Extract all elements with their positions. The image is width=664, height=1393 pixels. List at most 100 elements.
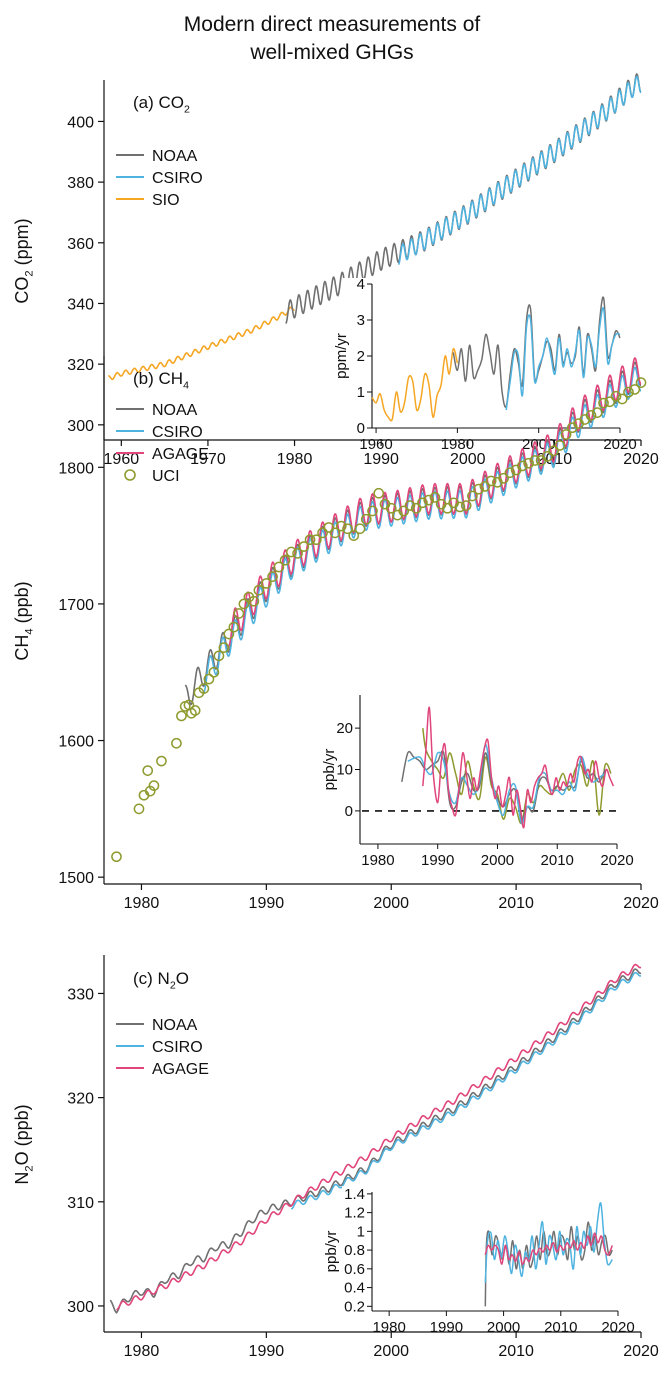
data-point-uci	[598, 397, 609, 409]
y-tick-label: 1500	[58, 870, 94, 887]
data-point-uci	[504, 467, 516, 479]
data-point-uci	[373, 487, 385, 499]
data-point-uci	[218, 642, 230, 653]
figure-title-line-2: well-mixed GHGs	[250, 41, 414, 64]
series-line-agage	[116, 963, 642, 1311]
data-point-uci	[189, 705, 201, 716]
y-tick-label: 1800	[58, 460, 94, 477]
series-line-agage	[228, 357, 642, 647]
inset-y-axis-label: ppm/yr	[333, 333, 350, 379]
data-point-uci	[442, 502, 453, 514]
x-tick-label: 2000	[373, 895, 409, 912]
inset-x-tick-label: 1990	[430, 1319, 463, 1336]
data-point-uci	[208, 666, 220, 678]
data-point-uci	[213, 650, 225, 662]
inset-x-tick-label: 1990	[421, 852, 454, 869]
x-tick-label: 1980	[124, 895, 160, 912]
data-point-uci	[285, 546, 297, 558]
panel-label: (c) N2O	[133, 969, 189, 991]
inset-y-tick-label: 0	[345, 803, 353, 820]
data-point-uci	[238, 598, 250, 610]
series-line-csiro	[397, 75, 642, 266]
data-point-uci	[591, 407, 603, 418]
y-tick-label: 340	[67, 296, 94, 313]
data-point-uci	[473, 483, 485, 495]
y-tick-label: 1600	[58, 734, 94, 751]
x-tick-label: 1990	[249, 895, 285, 912]
y-tick-label: 380	[67, 175, 94, 192]
legend-label-csiro: CSIRO	[152, 1039, 203, 1056]
data-point-uci	[348, 530, 360, 541]
inset-x-tick-label: 2010	[544, 1319, 577, 1336]
data-point-uci	[529, 455, 541, 466]
data-point-uci	[248, 595, 260, 607]
legend-label-sio: SIO	[152, 192, 180, 209]
inset-y-tick-label: 10	[336, 762, 353, 779]
legend-label-noaa: NOAA	[152, 148, 198, 165]
data-point-uci	[335, 520, 347, 532]
data-point-uci	[223, 628, 235, 640]
inset-x-tick-label: 2020	[603, 436, 636, 453]
data-point-uci	[144, 785, 156, 797]
data-point-uci	[629, 384, 641, 395]
data-point-uci	[267, 571, 278, 582]
inset-x-tick-label: 1980	[441, 436, 474, 453]
inset-y-tick-label: 20	[336, 720, 353, 737]
data-point-uci	[133, 803, 145, 815]
data-point-uci	[635, 377, 647, 388]
data-point-uci	[203, 673, 215, 685]
data-point-uci	[604, 396, 616, 408]
data-point-uci	[498, 472, 509, 484]
inset-x-tick-label: 1980	[372, 1319, 405, 1336]
data-point-uci	[454, 501, 466, 513]
data-point-uci	[323, 522, 335, 533]
inset-y-tick-label: 0.2	[344, 1298, 365, 1315]
data-point-uci	[329, 527, 341, 539]
x-tick-label: 1980	[277, 451, 313, 468]
data-point-uci	[485, 475, 497, 487]
y-tick-label: 330	[67, 986, 94, 1003]
x-tick-label: 1990	[363, 451, 399, 468]
inset-y-tick-label: 1	[357, 1223, 365, 1240]
data-point-uci	[176, 710, 187, 722]
data-point-uci	[417, 497, 428, 509]
data-point-uci	[228, 621, 240, 633]
series-line-sio	[108, 306, 295, 381]
data-point-uci	[398, 505, 410, 517]
y-axis-label: CH4 (ppb)	[12, 581, 36, 660]
x-tick-label: 2020	[623, 895, 659, 912]
inset-n2o: 0.20.4 0.6 0.8 11.2 1.4 1980 1990 2000 2010 2020 p…	[323, 1186, 635, 1336]
y-axis-label: CO2 (ppm)	[12, 218, 36, 303]
data-point-uci	[560, 429, 572, 440]
x-tick-label: 1980	[124, 1343, 160, 1360]
inset-y-tick-label: 3	[357, 312, 365, 329]
data-point-uci	[423, 494, 435, 506]
inset-series-line-csiro	[505, 307, 621, 411]
data-point-uci	[616, 393, 628, 405]
data-point-uci	[304, 534, 316, 546]
data-point-uci	[541, 451, 553, 462]
data-point-uci	[548, 445, 559, 457]
inset-x-tick-label: 2020	[600, 852, 633, 869]
data-point-uci	[404, 500, 416, 511]
x-tick-label: 2010	[498, 895, 534, 912]
data-point-uci	[233, 608, 245, 619]
y-tick-label: 320	[67, 357, 94, 374]
x-tick-label: 1990	[249, 1343, 285, 1360]
legend-label-noaa: NOAA	[152, 1017, 198, 1034]
inset-y-tick-label: 1	[357, 384, 365, 401]
data-point-uci	[429, 492, 441, 503]
data-point-uci	[342, 523, 353, 535]
data-point-uci	[198, 683, 210, 694]
inset-series-line-csiro	[407, 743, 606, 825]
inset-y-tick-label: 0	[357, 420, 365, 437]
y-tick-label: 360	[67, 236, 94, 253]
y-tick-label: 320	[67, 1091, 94, 1108]
figure-title-line-1: Modern direct measurements of	[183, 13, 481, 36]
x-tick-label: 2020	[623, 1343, 659, 1360]
inset-y-tick-label: 4	[357, 276, 365, 293]
inset-x-tick-label: 2000	[487, 1319, 520, 1336]
